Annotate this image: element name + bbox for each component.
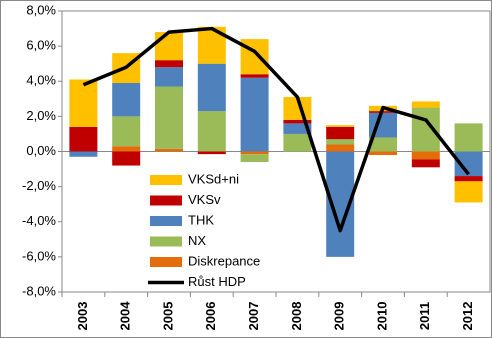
- legend-swatch: [150, 195, 182, 206]
- bar-segment: [454, 176, 483, 182]
- bar-segment: [454, 181, 483, 203]
- legend-label: Diskrepance: [188, 253, 260, 268]
- bar-segment: [411, 101, 440, 108]
- y-tick-label: 2,0%: [26, 108, 56, 123]
- y-tick-label: -6,0%: [22, 248, 56, 263]
- x-tick-label: 2012: [460, 302, 475, 331]
- legend-swatch: [150, 236, 182, 247]
- bar-segment: [155, 60, 183, 68]
- bar-segment: [112, 116, 141, 147]
- bar-segment: [69, 79, 98, 127]
- bar-segment: [283, 119, 312, 124]
- bar-segment: [411, 151, 440, 160]
- bar-segment: [155, 32, 183, 61]
- legend-label: Růst HDP: [188, 274, 246, 289]
- bar-segment: [240, 77, 269, 152]
- bar-segment: [326, 144, 355, 152]
- x-tick-label: 2007: [246, 302, 261, 331]
- bar-segment: [112, 83, 141, 117]
- bar-segment: [411, 159, 440, 168]
- bar-segment: [283, 123, 312, 134]
- bar-segment: [283, 133, 312, 152]
- bar-segment: [155, 86, 183, 149]
- x-tick-label: 2005: [160, 302, 175, 331]
- legend-label: THK: [188, 212, 214, 227]
- bar-segment: [240, 154, 269, 163]
- bar-segment: [112, 146, 141, 152]
- x-tick-label: 2008: [289, 302, 304, 331]
- bar-segment: [197, 63, 226, 112]
- x-tick-label: 2009: [332, 302, 347, 331]
- legend-label: NX: [188, 233, 206, 248]
- y-tick-label: -4,0%: [22, 213, 56, 228]
- x-tick-label: 2011: [417, 302, 432, 330]
- y-tick-label: -2,0%: [22, 178, 56, 193]
- x-tick-label: 2003: [75, 302, 90, 331]
- legend-label: VKSv: [188, 192, 221, 207]
- legend-swatch: [150, 216, 182, 226]
- bar-segment: [197, 111, 226, 152]
- bar-segment: [240, 74, 269, 78]
- bar-segment: [197, 151, 226, 155]
- bar-segment: [69, 126, 98, 152]
- bar-segment: [69, 151, 98, 157]
- legend-label: VKSd+ni: [188, 171, 239, 186]
- y-tick-label: 4,0%: [26, 73, 56, 88]
- bar-segment: [369, 151, 397, 156]
- y-tick-label: 8,0%: [26, 2, 56, 17]
- line-series: [82, 26, 470, 233]
- y-tick-label: 6,0%: [26, 38, 56, 53]
- bar-segment: [454, 123, 483, 152]
- legend-swatch: [150, 175, 182, 185]
- bar-segment: [155, 148, 183, 152]
- x-tick-label: 2006: [203, 302, 218, 331]
- bar-segment: [326, 139, 355, 145]
- bar-segment: [326, 125, 355, 127]
- bar-segment: [112, 151, 141, 166]
- x-tick-label: 2004: [118, 301, 133, 331]
- y-tick-label: 0,0%: [26, 143, 56, 158]
- y-tick-label: -8,0%: [22, 283, 56, 298]
- legend-swatch: [150, 257, 182, 267]
- bar-segment: [369, 137, 397, 152]
- x-tick-label: 2010: [374, 302, 389, 331]
- bar-segment: [155, 67, 183, 87]
- bar-segment: [240, 151, 269, 155]
- bar-segment: [326, 126, 355, 140]
